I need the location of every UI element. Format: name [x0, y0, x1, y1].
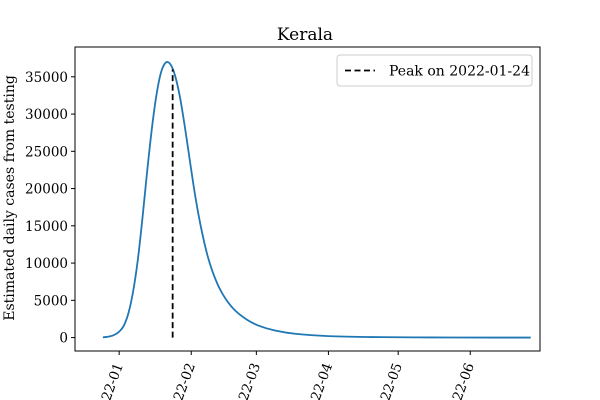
x-tick-label: 2022-01	[93, 361, 127, 400]
x-tick-label: 2022-04	[302, 361, 336, 400]
case-curve-line	[102, 61, 531, 339]
legend: Peak on 2022-01-24	[336, 54, 533, 87]
plot-area: 0 5000 10000 15000 20000 25000 30000 35000 2022-…	[25, 46, 541, 400]
x-tick-label: 2022-05	[372, 361, 406, 400]
y-tick-label: 20000	[25, 182, 68, 198]
y-tick-label: 25000	[25, 144, 68, 160]
y-tick-label: 35000	[25, 70, 68, 86]
y-tick-label: 5000	[34, 293, 68, 309]
x-tick-label: 2022-03	[230, 361, 264, 400]
y-tick-label: 10000	[25, 256, 68, 272]
y-tick-label: 30000	[25, 107, 68, 123]
y-tick-label: 0	[59, 331, 68, 347]
x-tick-label: 2022-06	[444, 361, 478, 400]
legend-label-peak: Peak on 2022-01-24	[389, 64, 530, 80]
axes-frame	[74, 46, 541, 352]
y-tick-label: 15000	[25, 219, 68, 235]
x-tick-label: 2022-02	[165, 361, 199, 400]
legend-box	[336, 54, 533, 87]
chart-title: Kerala	[277, 25, 333, 45]
y-axis-label: Estimated daily cases from testing	[2, 75, 18, 321]
